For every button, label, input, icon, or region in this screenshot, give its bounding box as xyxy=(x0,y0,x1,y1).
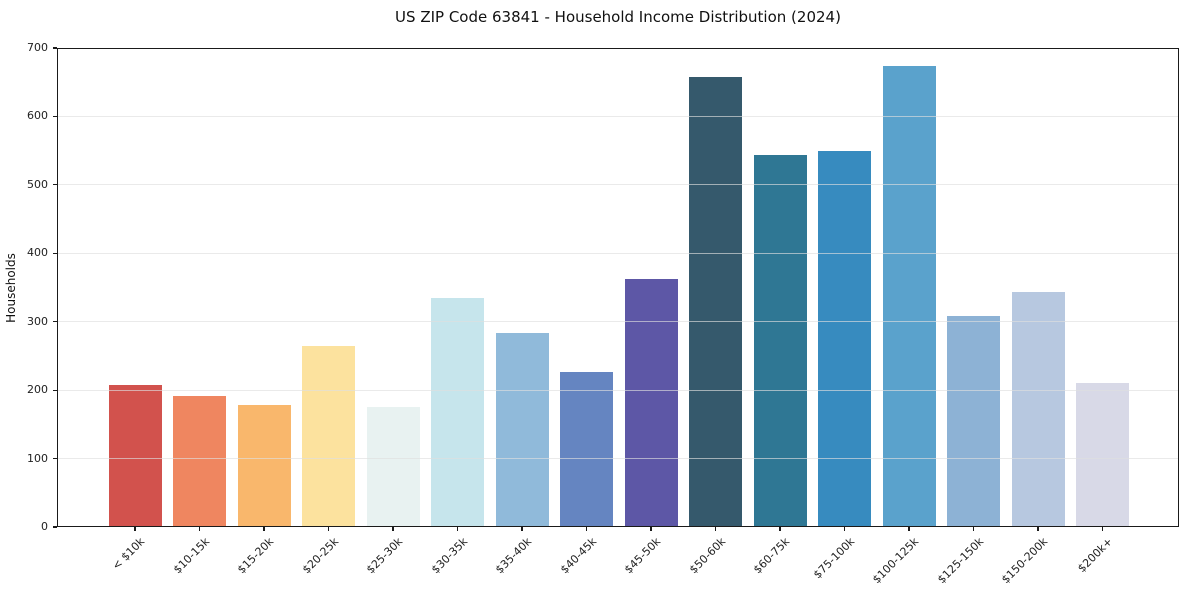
bar xyxy=(237,404,291,527)
y-tick-mark xyxy=(53,389,57,391)
bar xyxy=(818,151,871,527)
y-tick-label: 0 xyxy=(41,520,48,533)
x-tick-mark xyxy=(650,527,652,531)
y-tick-mark xyxy=(53,252,57,254)
y-tick-mark xyxy=(53,47,57,49)
y-tick-label: 700 xyxy=(27,41,48,54)
gridline xyxy=(57,184,1179,186)
x-tick-mark xyxy=(972,527,975,531)
y-tick-mark xyxy=(53,115,57,118)
bar xyxy=(560,371,613,527)
y-tick-mark xyxy=(53,457,57,460)
x-tick-mark xyxy=(392,527,394,531)
x-tick-mark xyxy=(521,527,523,531)
y-axis-label: Households xyxy=(4,253,18,323)
gridline xyxy=(57,389,1179,391)
x-tick-label: < $10k xyxy=(109,535,148,573)
y-tick-mark xyxy=(53,526,57,528)
y-tick-label: 100 xyxy=(27,451,48,465)
x-tick-mark xyxy=(327,527,330,531)
y-tick-label: 200 xyxy=(27,383,48,397)
y-tick-label: 500 xyxy=(27,177,48,191)
x-tick-mark xyxy=(585,527,588,531)
x-tick-mark xyxy=(1037,527,1039,531)
y-tick-mark xyxy=(53,184,57,186)
bar xyxy=(431,297,484,527)
gridline xyxy=(57,115,1179,117)
gridline xyxy=(57,321,1179,323)
x-tick-mark xyxy=(779,527,781,531)
y-tick-label: 600 xyxy=(27,109,48,123)
bar xyxy=(302,345,355,527)
bar xyxy=(882,66,936,527)
gridline xyxy=(57,458,1179,460)
y-tick-mark xyxy=(53,321,57,323)
bar xyxy=(947,316,1000,527)
bar xyxy=(173,396,226,527)
y-tick-label: 400 xyxy=(27,246,48,260)
bar xyxy=(753,155,807,527)
bar xyxy=(495,332,549,527)
x-tick-mark xyxy=(1101,527,1104,531)
x-tick-mark xyxy=(843,527,846,531)
y-tick-label: 300 xyxy=(27,314,48,328)
bar xyxy=(108,385,162,527)
gridline xyxy=(57,47,1179,49)
x-tick-mark xyxy=(714,527,717,531)
bar xyxy=(689,77,742,527)
x-tick-mark xyxy=(908,527,910,531)
bar xyxy=(1011,292,1065,527)
x-tick-mark xyxy=(134,527,136,531)
x-tick-mark xyxy=(456,527,459,531)
bar xyxy=(624,279,678,527)
x-tick-mark xyxy=(198,527,201,531)
x-tick-mark xyxy=(263,527,265,531)
chart-title: US ZIP Code 63841 - Household Income Dis… xyxy=(395,8,841,26)
gridline xyxy=(57,252,1179,254)
bar xyxy=(366,406,420,527)
bar xyxy=(1076,383,1129,527)
